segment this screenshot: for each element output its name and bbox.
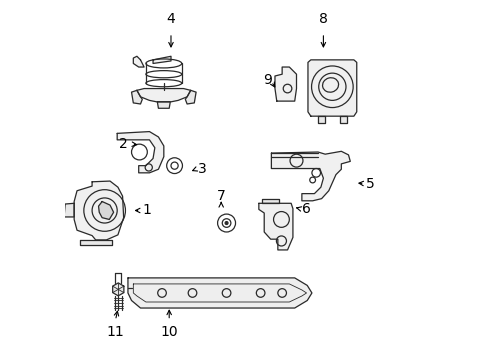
Polygon shape bbox=[153, 56, 171, 63]
Text: 7: 7 bbox=[216, 189, 225, 203]
Polygon shape bbox=[80, 240, 112, 244]
Text: 2: 2 bbox=[119, 137, 128, 151]
Text: 1: 1 bbox=[142, 203, 151, 217]
Polygon shape bbox=[339, 116, 346, 123]
Polygon shape bbox=[117, 132, 163, 173]
Polygon shape bbox=[185, 90, 196, 104]
Text: 5: 5 bbox=[366, 177, 374, 190]
Polygon shape bbox=[262, 199, 278, 203]
Circle shape bbox=[224, 222, 227, 225]
Polygon shape bbox=[157, 102, 170, 108]
Text: 8: 8 bbox=[318, 12, 327, 26]
Polygon shape bbox=[258, 203, 292, 250]
Polygon shape bbox=[271, 151, 349, 201]
Polygon shape bbox=[137, 89, 190, 102]
Polygon shape bbox=[64, 203, 74, 217]
Polygon shape bbox=[307, 60, 356, 116]
Polygon shape bbox=[317, 116, 325, 123]
Text: 9: 9 bbox=[263, 73, 272, 87]
Text: 3: 3 bbox=[198, 162, 206, 176]
Text: 10: 10 bbox=[160, 325, 178, 339]
Polygon shape bbox=[99, 202, 113, 220]
Polygon shape bbox=[274, 67, 296, 101]
Polygon shape bbox=[112, 283, 123, 296]
Polygon shape bbox=[133, 56, 144, 67]
Polygon shape bbox=[74, 181, 123, 240]
Text: 4: 4 bbox=[166, 12, 175, 26]
Text: 11: 11 bbox=[106, 325, 124, 339]
Text: 6: 6 bbox=[301, 202, 310, 216]
Polygon shape bbox=[128, 278, 311, 308]
Polygon shape bbox=[131, 90, 142, 104]
